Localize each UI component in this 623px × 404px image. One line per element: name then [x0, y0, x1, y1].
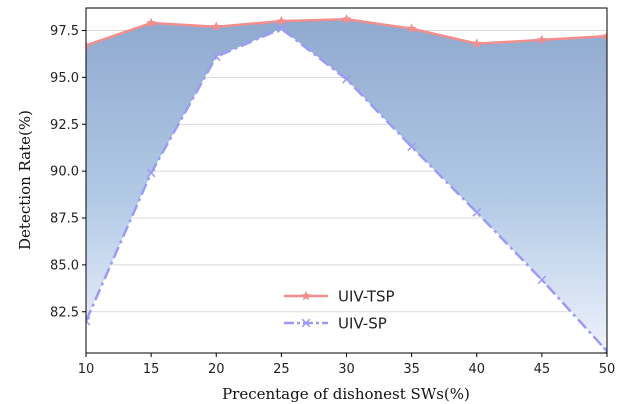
x-tick-label: 10: [78, 362, 95, 377]
data-point: [86, 40, 92, 50]
x-tick-label: 40: [468, 362, 485, 377]
legend-marker: [300, 290, 312, 301]
data-point: [277, 24, 286, 33]
data-point: [211, 21, 222, 32]
data-point: [602, 346, 607, 353]
legend: UIV-TSP UIV-SP: [284, 288, 395, 333]
data-point: [472, 208, 482, 217]
data-point: [601, 30, 607, 41]
data-point: [406, 23, 417, 33]
y-axis-label: Detection Rate(%): [16, 110, 34, 250]
x-axis-label: Precentage of dishonest SWs(%): [222, 385, 470, 403]
y-tick-label: 97.5: [50, 24, 79, 39]
legend-entry: UIV-SP: [284, 315, 387, 333]
legend-entry: UIV-TSP: [284, 288, 395, 306]
data-point: [211, 52, 221, 62]
y-tick-label: 82.5: [50, 305, 79, 320]
legend-label: UIV-SP: [338, 315, 387, 333]
y-tick-label: 87.5: [50, 212, 79, 227]
data-point: [276, 15, 287, 26]
x-tick-label: 45: [534, 362, 551, 377]
x-tick-label: 30: [338, 362, 355, 377]
y-tick-label: 95.0: [50, 71, 79, 86]
x-tick-label: 25: [273, 362, 290, 377]
x-tick-label: 50: [599, 362, 616, 377]
legend-label: UIV-TSP: [338, 288, 395, 306]
x-tick-label: 15: [143, 362, 160, 377]
x-tick-label: 20: [208, 362, 225, 377]
data-point: [341, 13, 352, 24]
y-tick-label: 85.0: [50, 258, 79, 273]
y-tick-label: 92.5: [50, 118, 79, 133]
y-tick-label: 90.0: [50, 165, 79, 180]
data-point: [86, 316, 91, 326]
data-point: [536, 34, 547, 45]
data-point: [146, 17, 157, 28]
legend-marker: [301, 318, 311, 328]
axis-ticks: 82.5 85.0 87.5 90.0 92.5 95.0 97.5 10 15 20 25 30 35…: [50, 24, 615, 377]
data-point: [537, 275, 547, 285]
data-point: [342, 74, 351, 84]
data-point: [407, 142, 416, 152]
data-point: [471, 38, 482, 48]
data-point: [146, 168, 156, 178]
fill-between-area: [86, 19, 607, 352]
series-lines: [86, 13, 607, 353]
x-tick-label: 35: [403, 362, 420, 377]
